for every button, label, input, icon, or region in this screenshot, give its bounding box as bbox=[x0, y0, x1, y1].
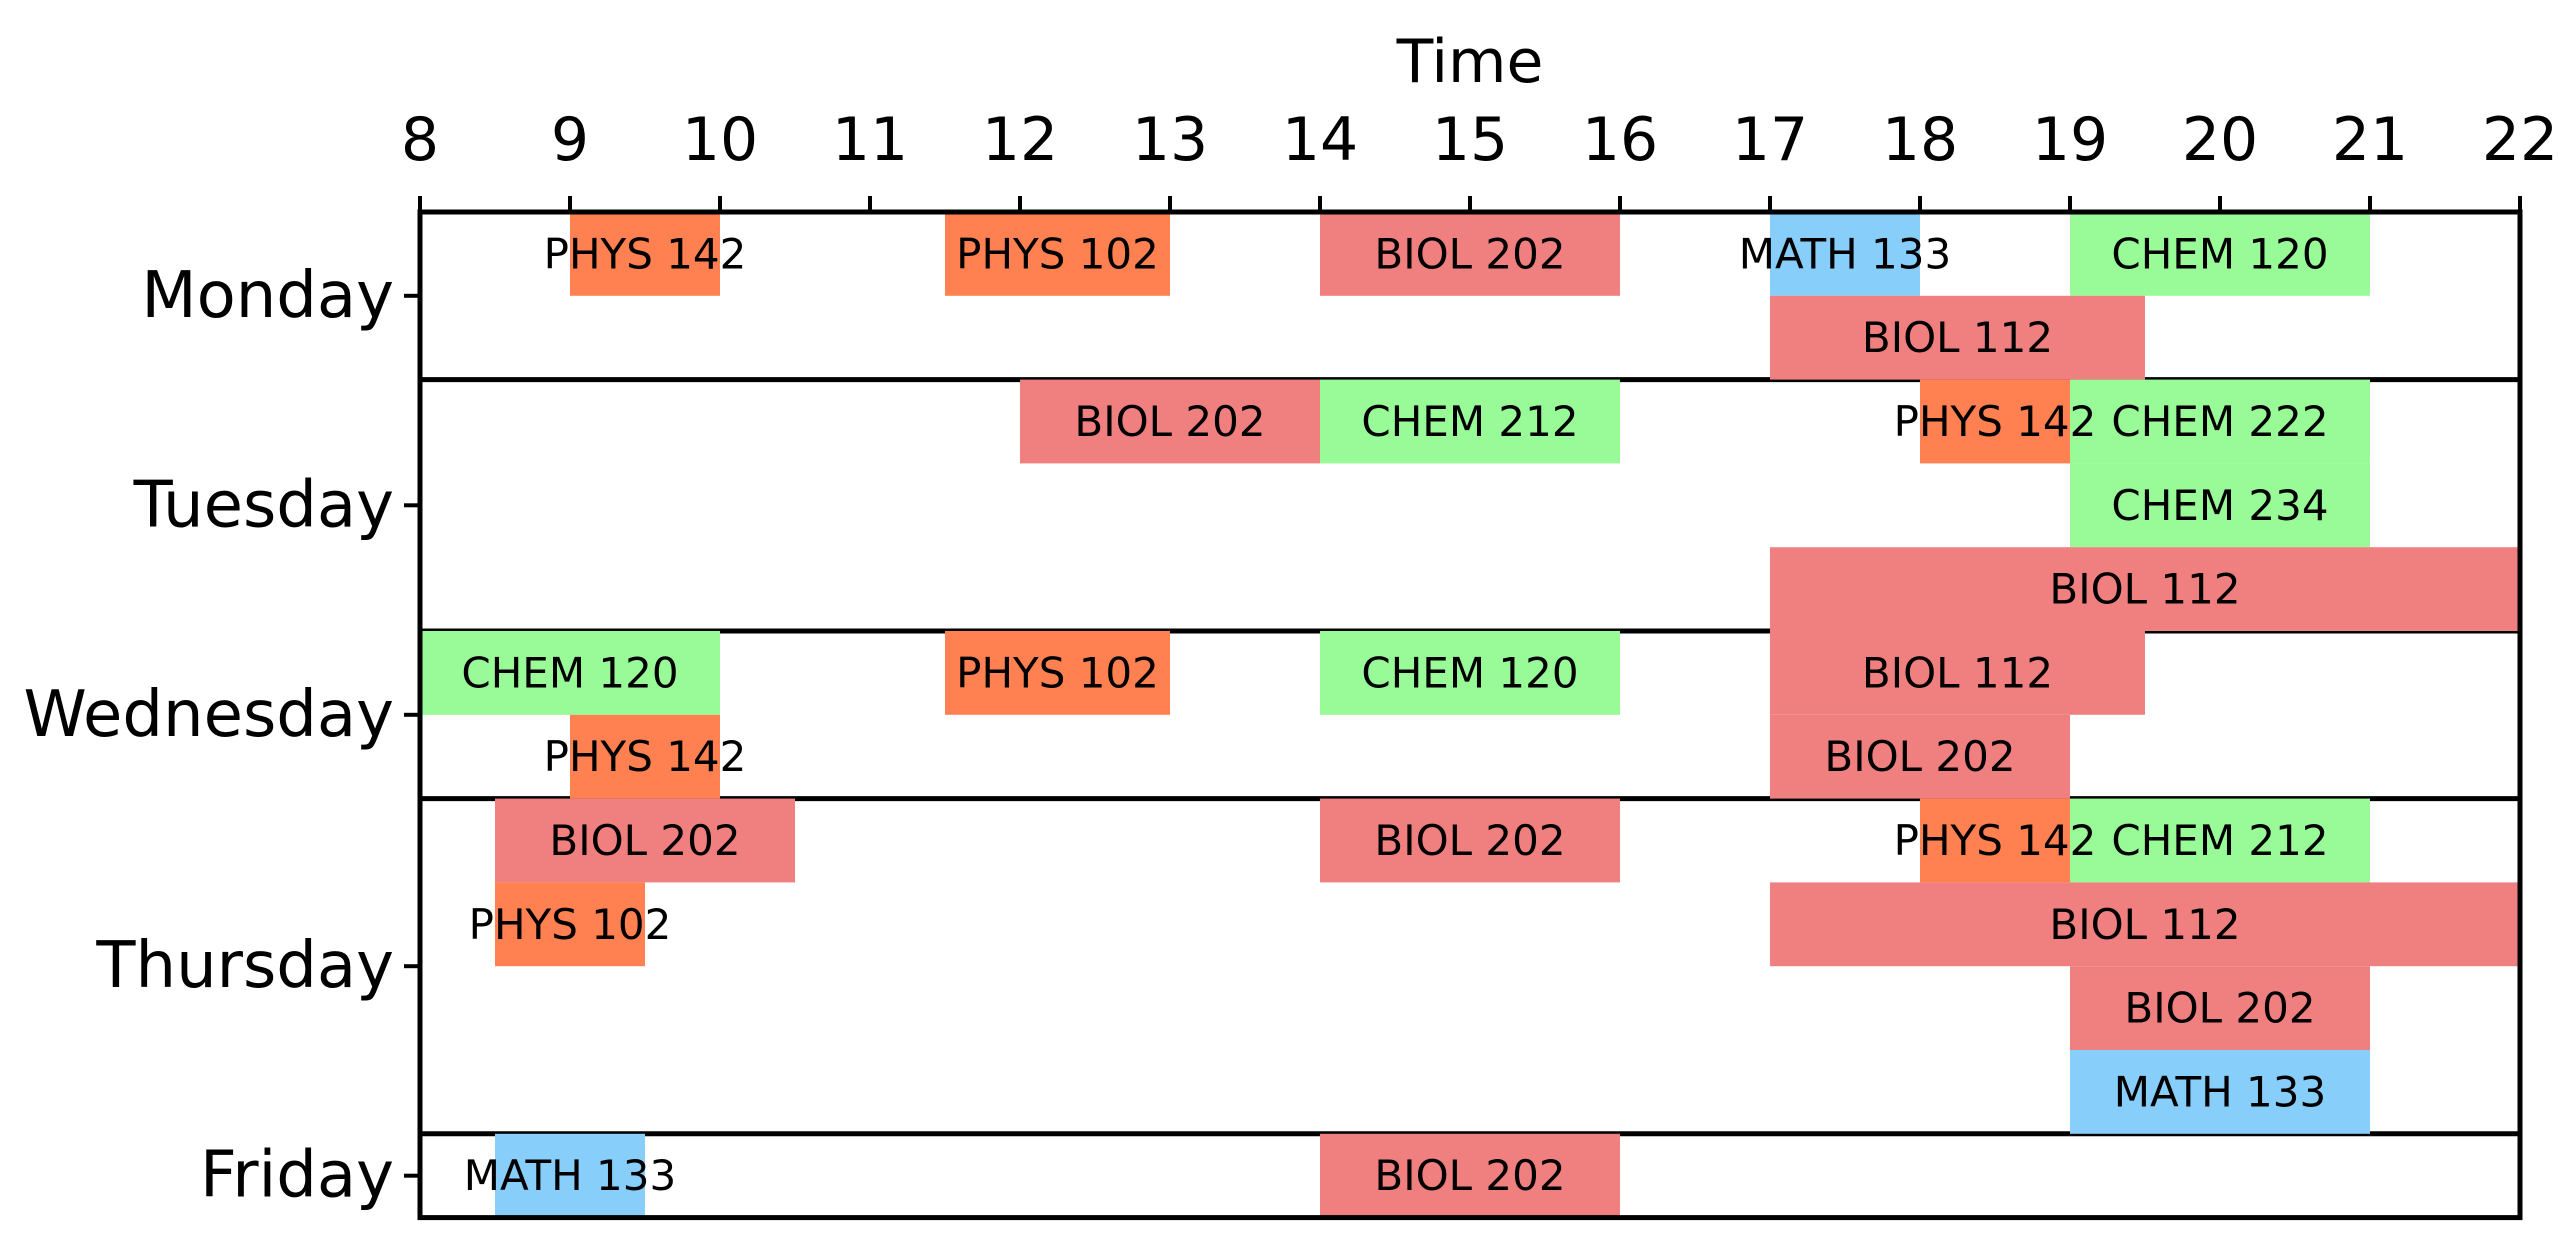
course-block-math-133 bbox=[1770, 212, 1920, 296]
x-tick-label: 9 bbox=[551, 105, 589, 175]
course-label: CHEM 222 bbox=[2111, 397, 2328, 446]
course-label: PHYS 142 bbox=[544, 229, 747, 278]
course-labels: PHYS 142 PHYS 102 BIOL 202 MATH 133 CHEM 120… bbox=[461, 229, 2328, 1200]
course-label: CHEM 212 bbox=[1361, 397, 1578, 446]
course-label: BIOL 202 bbox=[2124, 984, 2315, 1033]
course-block-biol-202 bbox=[1020, 379, 1320, 464]
course-label: CHEM 212 bbox=[2111, 816, 2328, 865]
course-block-phys-142 bbox=[570, 212, 720, 296]
x-tick-label: 11 bbox=[832, 105, 908, 175]
course-block-chem-120 bbox=[420, 631, 720, 715]
course-label: BIOL 112 bbox=[1862, 313, 2053, 362]
course-label: PHYS 102 bbox=[956, 648, 1159, 697]
x-tick-label: 19 bbox=[2032, 105, 2108, 175]
course-label: PHYS 102 bbox=[956, 229, 1159, 278]
course-block-phys-102 bbox=[945, 212, 1170, 296]
course-block-chem-120 bbox=[1320, 631, 1620, 715]
x-axis-title: Time bbox=[1396, 27, 1544, 97]
course-label: BIOL 112 bbox=[2049, 900, 2240, 949]
course-label: CHEM 120 bbox=[461, 648, 678, 697]
course-label: MATH 133 bbox=[2114, 1067, 2326, 1116]
course-label: BIOL 112 bbox=[1862, 648, 2053, 697]
course-label: BIOL 202 bbox=[1074, 397, 1265, 446]
course-label: CHEM 120 bbox=[1361, 648, 1578, 697]
x-tick-label: 18 bbox=[1882, 105, 1958, 175]
course-block-biol-202 bbox=[1320, 212, 1620, 296]
course-label: PHYS 142 bbox=[544, 732, 747, 781]
x-tick-label: 20 bbox=[2182, 105, 2258, 175]
x-tick-label: 8 bbox=[401, 105, 439, 175]
course-block-phys-102 bbox=[495, 882, 645, 967]
x-tick-label: 15 bbox=[1432, 105, 1508, 175]
course-block-biol-202 bbox=[1320, 1133, 1620, 1218]
day-label-friday: Friday bbox=[200, 1139, 394, 1213]
course-label: PHYS 142 bbox=[1894, 816, 2097, 865]
x-tick-label: 13 bbox=[1132, 105, 1208, 175]
x-tick-label: 10 bbox=[682, 105, 758, 175]
course-label: CHEM 120 bbox=[2111, 229, 2328, 278]
course-block-biol-112 bbox=[1770, 547, 2520, 631]
x-tick-label: 17 bbox=[1732, 105, 1808, 175]
course-label: BIOL 202 bbox=[1824, 732, 2015, 781]
course-block-biol-112 bbox=[1770, 882, 2520, 967]
course-label: PHYS 102 bbox=[469, 900, 672, 949]
course-block-biol-112 bbox=[1770, 631, 2145, 715]
day-label-monday: Monday bbox=[141, 259, 394, 333]
x-tick-label: 21 bbox=[2332, 105, 2408, 175]
course-block-biol-202 bbox=[2070, 966, 2370, 1050]
plot-frame bbox=[417, 209, 2523, 1221]
course-block-chem-234 bbox=[2070, 463, 2370, 548]
day-label-thursday: Thursday bbox=[95, 929, 394, 1003]
course-block-phys-142 bbox=[570, 714, 720, 799]
course-label: CHEM 234 bbox=[2111, 481, 2328, 530]
course-label: BIOL 202 bbox=[1374, 229, 1565, 278]
course-blocks bbox=[420, 212, 2520, 1218]
course-block-phys-142 bbox=[1920, 379, 2070, 464]
course-label: MATH 133 bbox=[1739, 229, 1951, 278]
course-block-phys-142 bbox=[1920, 798, 2070, 883]
course-block-biol-202 bbox=[495, 798, 795, 883]
x-tick-label: 22 bbox=[2482, 105, 2558, 175]
course-block-chem-120 bbox=[2070, 212, 2370, 296]
day-label-wednesday: Wednesday bbox=[23, 678, 394, 752]
course-block-phys-102 bbox=[945, 631, 1170, 715]
course-label: BIOL 202 bbox=[549, 816, 740, 865]
course-label: BIOL 112 bbox=[2049, 565, 2240, 614]
course-block-chem-222 bbox=[2070, 379, 2370, 464]
course-label: MATH 133 bbox=[464, 1151, 676, 1200]
axes: 8 9 10 11 12 13 14 15 16 17 18 19 20 21 22 Monday Tuesda… bbox=[23, 105, 2558, 1213]
course-block-math-133 bbox=[2070, 1050, 2370, 1134]
x-tick-label: 14 bbox=[1282, 105, 1358, 175]
course-block-biol-202 bbox=[1770, 714, 2070, 799]
course-block-chem-212 bbox=[1320, 379, 1620, 464]
x-tick-label: 12 bbox=[982, 105, 1058, 175]
course-label: BIOL 202 bbox=[1374, 1151, 1565, 1200]
course-label: PHYS 142 bbox=[1894, 397, 2097, 446]
x-tick-label: 16 bbox=[1582, 105, 1658, 175]
course-block-chem-212 bbox=[2070, 798, 2370, 883]
day-label-tuesday: Tuesday bbox=[133, 468, 394, 542]
course-block-math-133 bbox=[495, 1133, 645, 1218]
course-block-biol-202 bbox=[1320, 798, 1620, 883]
course-block-biol-112 bbox=[1770, 295, 2145, 380]
course-label: BIOL 202 bbox=[1374, 816, 1565, 865]
